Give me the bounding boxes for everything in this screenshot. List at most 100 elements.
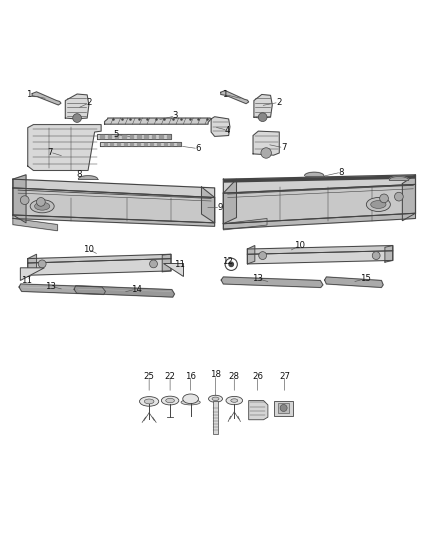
- Polygon shape: [325, 277, 383, 287]
- Polygon shape: [304, 172, 324, 176]
- Circle shape: [73, 114, 81, 123]
- Circle shape: [20, 196, 29, 205]
- Circle shape: [261, 148, 272, 158]
- Text: 27: 27: [279, 372, 290, 381]
- Bar: [157, 142, 160, 145]
- Bar: [145, 135, 148, 138]
- Polygon shape: [13, 219, 57, 231]
- Text: 13: 13: [252, 274, 263, 283]
- Polygon shape: [223, 184, 416, 224]
- Bar: [274, 400, 293, 416]
- Ellipse shape: [35, 203, 50, 210]
- Text: 9: 9: [218, 203, 223, 212]
- Text: 6: 6: [195, 144, 201, 153]
- Text: 12: 12: [222, 257, 233, 266]
- Bar: [213, 401, 218, 434]
- Text: 25: 25: [144, 372, 155, 381]
- Ellipse shape: [208, 395, 223, 402]
- Polygon shape: [28, 259, 171, 275]
- Bar: [177, 142, 180, 145]
- Text: 15: 15: [360, 274, 371, 283]
- Polygon shape: [221, 91, 249, 103]
- Polygon shape: [201, 187, 215, 223]
- Text: 2: 2: [276, 98, 282, 107]
- Ellipse shape: [145, 399, 154, 404]
- Polygon shape: [28, 254, 171, 263]
- Ellipse shape: [161, 396, 179, 405]
- Polygon shape: [162, 254, 171, 272]
- Ellipse shape: [366, 198, 390, 212]
- Polygon shape: [74, 286, 174, 297]
- Text: 10: 10: [82, 245, 94, 254]
- Text: 22: 22: [165, 372, 176, 381]
- Text: 11: 11: [174, 260, 185, 269]
- Text: 5: 5: [113, 130, 119, 139]
- Polygon shape: [100, 142, 180, 146]
- Text: 7: 7: [281, 143, 286, 152]
- Text: 8: 8: [339, 168, 344, 177]
- Polygon shape: [78, 176, 98, 179]
- Polygon shape: [247, 246, 393, 254]
- Polygon shape: [249, 400, 268, 420]
- Bar: [117, 142, 120, 145]
- Polygon shape: [20, 268, 44, 280]
- Circle shape: [280, 405, 287, 411]
- Ellipse shape: [30, 200, 54, 213]
- Bar: [130, 135, 133, 138]
- Bar: [150, 142, 153, 145]
- Text: 3: 3: [173, 111, 178, 120]
- Bar: [124, 142, 127, 145]
- Bar: [108, 135, 111, 138]
- Ellipse shape: [212, 397, 219, 400]
- Ellipse shape: [140, 397, 159, 406]
- Polygon shape: [389, 176, 409, 180]
- Bar: [115, 135, 119, 138]
- Ellipse shape: [166, 398, 174, 403]
- Text: 4: 4: [225, 126, 230, 135]
- Circle shape: [372, 252, 380, 260]
- Bar: [166, 135, 170, 138]
- Text: 2: 2: [87, 98, 92, 107]
- Text: 13: 13: [46, 281, 57, 290]
- Circle shape: [395, 192, 403, 201]
- Bar: [137, 142, 140, 145]
- Polygon shape: [105, 118, 210, 124]
- Bar: [122, 135, 126, 138]
- Text: 8: 8: [77, 171, 82, 179]
- Polygon shape: [254, 94, 272, 118]
- Bar: [104, 142, 107, 145]
- Polygon shape: [19, 284, 106, 294]
- Ellipse shape: [226, 397, 243, 405]
- Polygon shape: [247, 251, 393, 264]
- Bar: [131, 142, 134, 145]
- Polygon shape: [13, 188, 215, 223]
- Bar: [278, 403, 289, 413]
- Circle shape: [38, 260, 46, 268]
- Ellipse shape: [231, 399, 238, 402]
- Circle shape: [258, 113, 267, 122]
- Text: 14: 14: [131, 285, 141, 294]
- Polygon shape: [403, 175, 416, 221]
- Bar: [100, 135, 104, 138]
- Polygon shape: [65, 94, 89, 119]
- Text: 7: 7: [47, 148, 53, 157]
- Circle shape: [380, 194, 389, 203]
- Text: 1: 1: [26, 91, 32, 100]
- Polygon shape: [32, 92, 61, 105]
- Polygon shape: [28, 254, 36, 275]
- Bar: [164, 142, 167, 145]
- Polygon shape: [253, 131, 279, 155]
- Circle shape: [259, 252, 267, 260]
- Circle shape: [150, 260, 157, 268]
- Text: 28: 28: [229, 372, 240, 381]
- Bar: [137, 135, 141, 138]
- Polygon shape: [221, 277, 323, 287]
- Polygon shape: [211, 117, 230, 136]
- Bar: [144, 142, 147, 145]
- Polygon shape: [13, 175, 26, 223]
- Circle shape: [36, 198, 45, 206]
- Text: 18: 18: [210, 370, 221, 379]
- Polygon shape: [223, 175, 416, 193]
- Polygon shape: [28, 125, 101, 171]
- Circle shape: [229, 262, 233, 266]
